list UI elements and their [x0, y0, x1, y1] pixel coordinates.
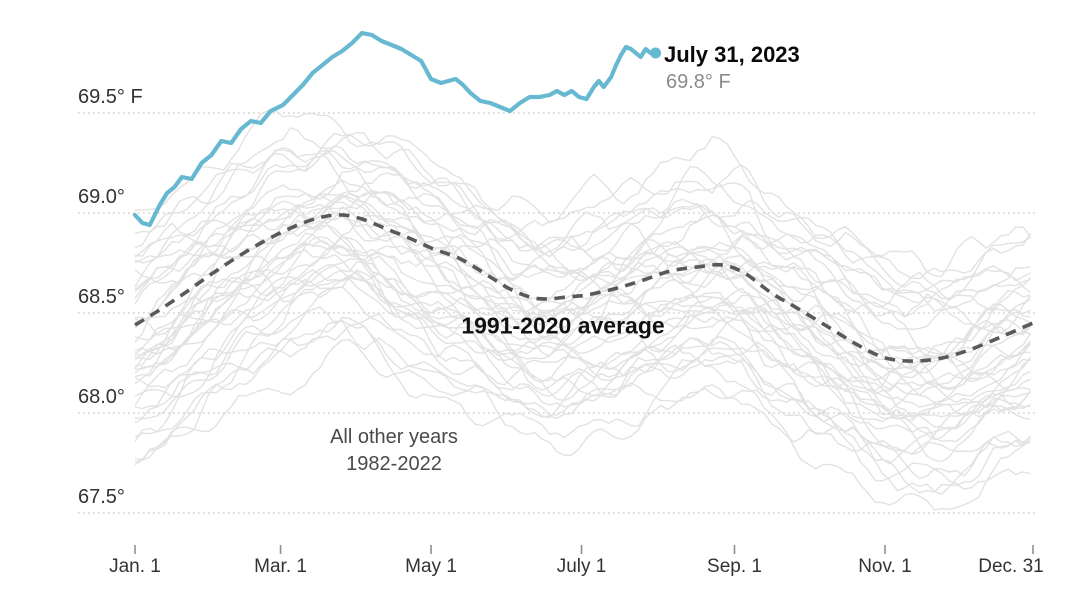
background-year-line: [134, 109, 1031, 300]
background-year-line: [134, 144, 1031, 312]
y-axis-label: 67.5°: [78, 486, 125, 508]
background-year-line: [134, 236, 1031, 392]
annotation-current-temp: 69.8° F: [666, 71, 731, 93]
background-year-line: [134, 172, 1032, 313]
x-axis-label: Dec. 31: [978, 556, 1044, 577]
x-axis-label: Nov. 1: [858, 556, 912, 577]
background-year-line: [134, 132, 1031, 294]
background-year-line: [134, 264, 1031, 418]
background-year-line: [134, 149, 1032, 280]
annotation-other-years-line1: All other years: [330, 426, 458, 448]
background-year-line: [134, 206, 1031, 374]
background-year-line: [134, 192, 1031, 355]
annotation-other-years-line2: 1982-2022: [346, 453, 442, 475]
background-year-line: [134, 223, 1031, 430]
end-point-dot: [650, 47, 662, 59]
background-year-line: [134, 184, 1032, 334]
background-year-line: [134, 269, 1031, 419]
background-year-line: [134, 339, 1031, 490]
background-year-line: [134, 127, 1032, 278]
background-year-line: [134, 194, 1031, 379]
background-year-line: [134, 270, 1031, 424]
background-year-line: [134, 312, 1031, 494]
x-axis-label: Jan. 1: [109, 556, 161, 577]
y-axis-label: 69.0°: [78, 186, 125, 208]
background-year-line: [134, 192, 1031, 396]
background-year-line: [134, 316, 1031, 511]
background-year-line: [134, 258, 1031, 456]
y-axis-label: 69.5° F: [78, 86, 143, 108]
x-axis-label: Mar. 1: [254, 556, 307, 577]
y-axis-label: 68.0°: [78, 386, 125, 408]
background-year-line: [135, 242, 1031, 376]
annotation-average-label: 1991-2020 average: [461, 312, 665, 339]
y-axis-label: 68.5°: [78, 286, 125, 308]
background-year-line: [134, 286, 1031, 495]
annotation-current-date: July 31, 2023: [664, 42, 800, 67]
x-axis-label: July 1: [556, 556, 607, 577]
background-year-line: [134, 306, 1031, 456]
background-year-line: [134, 320, 1032, 480]
background-year-line: [134, 215, 1032, 404]
background-year-line: [134, 269, 1032, 443]
background-year-line: [134, 179, 1031, 331]
background-year-line: [134, 253, 1031, 434]
series-2023-line: [132, 30, 658, 228]
x-axis-label: May 1: [405, 556, 457, 577]
background-year-line: [134, 147, 1031, 360]
background-year-line: [134, 150, 1031, 308]
annotation-other-years: All other years 1982-2022: [330, 424, 458, 478]
x-axis-label: Sep. 1: [707, 556, 762, 577]
background-year-line: [134, 274, 1032, 465]
